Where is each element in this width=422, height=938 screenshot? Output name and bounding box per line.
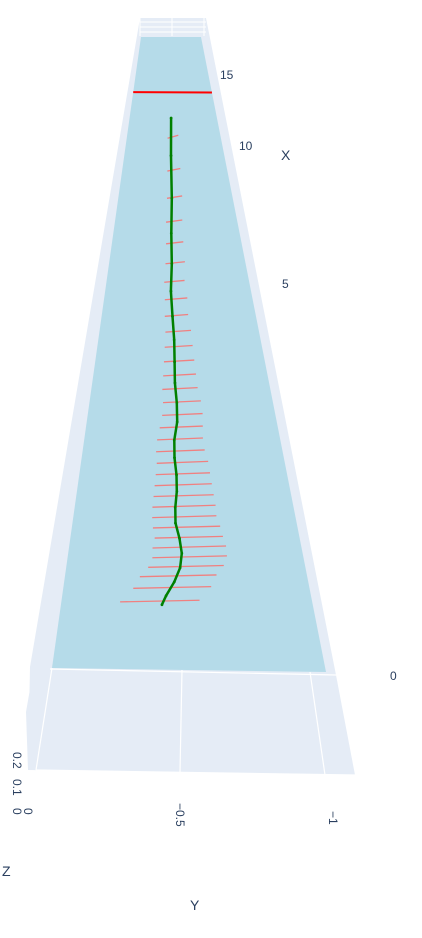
vector-segment-28 — [165, 241, 184, 245]
y-tick-minus-0-5: −0.5 — [173, 803, 187, 827]
trajectory-point-12 — [175, 420, 179, 424]
vector-segment-16 — [159, 425, 203, 429]
trajectory-layer — [160, 116, 184, 607]
trajectory-point-13 — [175, 401, 179, 405]
trajectory-point-7 — [173, 506, 177, 509]
vector-segment-24 — [164, 313, 189, 317]
vector-segment-12 — [155, 472, 210, 476]
vector-segment-19 — [162, 386, 198, 391]
x0-gridline — [49, 668, 337, 676]
trajectory-point-9 — [175, 473, 178, 477]
trajectory-point-3 — [178, 566, 182, 570]
trajectory-point-19 — [170, 262, 174, 266]
trajectory-point-16 — [172, 338, 176, 342]
x-axis-title: X — [281, 147, 291, 163]
trajectory-point-21 — [170, 196, 174, 200]
vector-segment-0 — [120, 599, 200, 603]
trajectory-point-17 — [171, 315, 174, 318]
trajectory-point-8 — [175, 490, 179, 493]
vector-segment-14 — [156, 449, 205, 453]
vector-segment-8 — [152, 515, 217, 519]
vector-segment-29 — [165, 219, 183, 223]
z-tick-0-2: 0.2 — [10, 752, 24, 769]
vector-segment-31 — [167, 167, 181, 172]
vector-segment-5 — [152, 545, 227, 549]
trajectory-point-18 — [169, 289, 173, 293]
trajectory-point-15 — [173, 360, 176, 364]
vector-segment-27 — [165, 261, 185, 265]
vector-segment-9 — [152, 504, 216, 508]
trajectory-point-20 — [169, 231, 173, 235]
y-axis-title: Y — [190, 897, 200, 913]
trajectory-point-6 — [174, 521, 177, 525]
vector-segment-15 — [157, 437, 203, 441]
vector-segment-6 — [154, 535, 223, 539]
y-gridline — [309, 671, 326, 776]
trajectory-point-22 — [169, 154, 173, 158]
trajectory-point-10 — [173, 456, 176, 460]
vector-segment-18 — [163, 400, 201, 404]
vector-segment-23 — [165, 329, 192, 333]
ground-plane — [52, 37, 326, 672]
vector-segment-3 — [148, 564, 224, 568]
x-tick-15: 15 — [220, 68, 234, 82]
trajectory-point-23 — [169, 116, 173, 120]
axis-titles-layer: X Y Z — [2, 147, 291, 913]
scene-wall-left — [26, 666, 52, 770]
vector-segment-13 — [156, 460, 209, 464]
trajectory-point-1 — [164, 594, 168, 598]
vector-segment-26 — [164, 279, 185, 283]
vector-segment-20 — [163, 373, 196, 377]
vector-segment-30 — [166, 195, 183, 199]
ground-plane-layer — [52, 37, 326, 672]
scene-gridlines — [35, 18, 356, 776]
trajectory-point-14 — [173, 381, 177, 385]
vector-segment-25 — [164, 297, 188, 301]
vector-segment-4 — [152, 555, 227, 559]
base-gridline — [35, 769, 356, 776]
x-tick-10: 10 — [239, 139, 253, 153]
trajectory-point-5 — [178, 536, 181, 540]
x-tick-0: 0 — [390, 669, 397, 683]
vector-segment-7 — [152, 525, 221, 529]
trajectory-point-11 — [172, 438, 176, 442]
vector-segment-17 — [162, 412, 203, 417]
trajectory-point-2 — [172, 580, 176, 584]
trajectory-path — [160, 117, 184, 606]
vector-segment-11 — [154, 483, 212, 487]
y-tick-0: 0 — [21, 808, 35, 815]
z-tick-0: 0 — [10, 808, 24, 815]
axis-ticks-layer: 15 10 5 0 0 −0.5 −1 0 0.1 0.2 — [10, 68, 397, 827]
z-axis-title: Z — [2, 863, 11, 879]
y-gridline — [35, 667, 53, 771]
vector-segment-22 — [164, 344, 193, 348]
y-tick-minus-1: −1 — [326, 811, 340, 825]
x-tick-5: 5 — [282, 277, 289, 291]
vector-segment-21 — [163, 359, 195, 363]
trajectory-point-4 — [180, 551, 184, 555]
z-tick-0-1: 0.1 — [10, 779, 24, 796]
y-gridline — [179, 669, 183, 773]
vector-segment-32 — [167, 134, 179, 139]
trajectory-point-0 — [160, 603, 164, 607]
vector-segment-2 — [139, 574, 217, 578]
vector-segment-10 — [153, 494, 214, 498]
